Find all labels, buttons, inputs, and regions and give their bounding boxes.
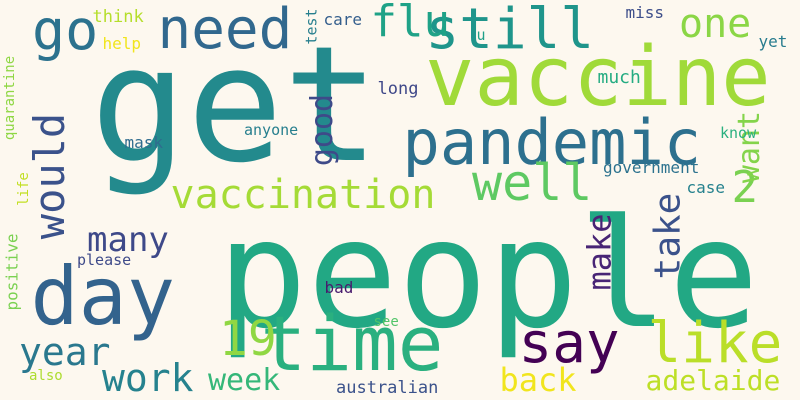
word-week: week bbox=[208, 363, 281, 398]
word-day: day bbox=[30, 250, 176, 343]
word-think: think bbox=[92, 6, 144, 27]
word-case: case bbox=[686, 178, 726, 197]
word-also: also bbox=[29, 368, 63, 384]
word-one: one bbox=[679, 1, 752, 47]
word-positive: positive bbox=[2, 233, 22, 311]
word-u: u bbox=[476, 25, 486, 44]
word-mask: mask bbox=[124, 133, 164, 152]
word-say: say bbox=[518, 311, 620, 376]
word-pandemic: pandemic bbox=[402, 106, 702, 179]
word-well: well bbox=[472, 154, 593, 212]
word-bad: bad bbox=[324, 278, 354, 297]
word-work: work bbox=[102, 356, 194, 400]
word-year: year bbox=[19, 330, 111, 374]
word-anyone: anyone bbox=[244, 120, 299, 139]
word-want: want bbox=[732, 110, 768, 184]
word-quarantine: quarantine bbox=[2, 55, 19, 141]
word-need: need bbox=[157, 0, 293, 62]
word-2: 2 bbox=[731, 162, 759, 213]
word-get: get bbox=[90, 11, 380, 198]
word-people: people bbox=[217, 188, 759, 362]
word-go: go bbox=[32, 0, 99, 62]
word-19: 19 bbox=[219, 311, 277, 367]
word-vaccination: vaccination bbox=[170, 172, 436, 218]
word-take: take bbox=[646, 192, 688, 280]
word-miss: miss bbox=[625, 3, 665, 22]
word-see: see bbox=[373, 314, 399, 330]
word-help: help bbox=[102, 34, 142, 53]
word-know: know bbox=[720, 123, 757, 142]
word-good: good bbox=[305, 93, 341, 167]
word-government: government bbox=[603, 158, 700, 177]
word-flu: flu bbox=[370, 0, 450, 47]
word-adelaide: adelaide bbox=[645, 364, 781, 397]
word-long: long bbox=[377, 78, 419, 99]
word-time: time bbox=[260, 299, 444, 388]
word-care: care bbox=[323, 10, 363, 29]
word-much: much bbox=[597, 67, 641, 88]
word-test: test bbox=[302, 7, 321, 45]
word-many: many bbox=[87, 220, 169, 260]
word-please: please bbox=[77, 250, 132, 269]
word-back: back bbox=[499, 361, 577, 399]
word-like: like bbox=[647, 311, 783, 376]
word-still: still bbox=[425, 0, 595, 62]
word-yet: yet bbox=[758, 32, 788, 51]
word-make: make bbox=[580, 213, 619, 291]
word-life: life bbox=[15, 172, 32, 206]
word-australian: australian bbox=[336, 377, 439, 398]
word-would: would bbox=[25, 112, 75, 240]
word-vaccine: vaccine bbox=[425, 30, 771, 125]
